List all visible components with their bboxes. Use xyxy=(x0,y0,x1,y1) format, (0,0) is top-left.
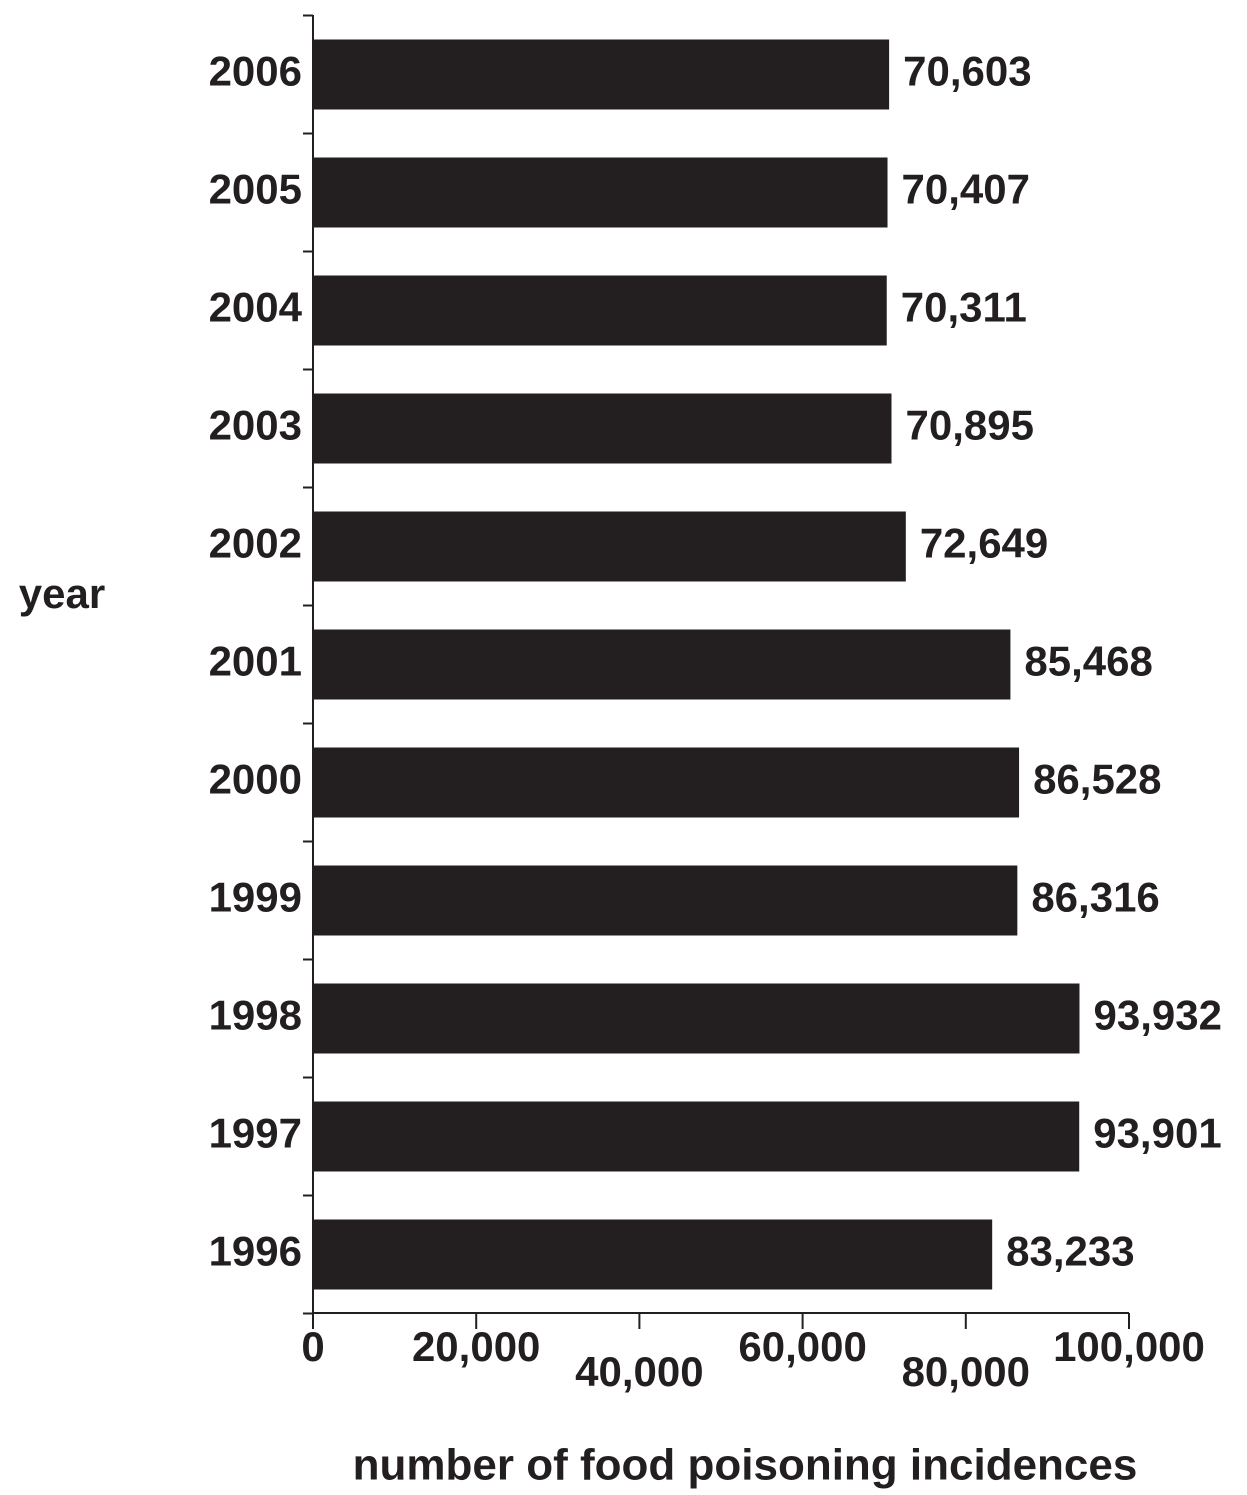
y-tick-label-1999: 1999 xyxy=(209,874,302,921)
x-tick-label: 40,000 xyxy=(575,1348,703,1395)
y-tick-label-1997: 1997 xyxy=(209,1110,302,1157)
x-tick-label: 100,000 xyxy=(1053,1323,1205,1370)
x-axis-title: number of food poisoning incidences xyxy=(353,1441,1138,1490)
y-tick-label-1998: 1998 xyxy=(209,992,302,1039)
y-tick-label-2001: 2001 xyxy=(209,638,302,685)
value-label-2003: 70,895 xyxy=(906,402,1034,449)
bar-1996 xyxy=(313,1219,993,1290)
bar-2003 xyxy=(313,393,892,464)
y-tick-label-2004: 2004 xyxy=(209,284,303,331)
x-tick-label: 80,000 xyxy=(902,1348,1030,1395)
bar-1998 xyxy=(313,983,1080,1054)
value-label-2005: 70,407 xyxy=(902,166,1030,213)
bar-1997 xyxy=(313,1101,1080,1172)
x-tick-label: 20,000 xyxy=(412,1323,540,1370)
x-tick-label: 60,000 xyxy=(738,1323,866,1370)
value-label-2000: 86,528 xyxy=(1033,756,1161,803)
bar-1999 xyxy=(313,865,1018,936)
y-tick-label-2003: 2003 xyxy=(209,402,302,449)
bar-2005 xyxy=(313,157,888,228)
y-tick-label-2006: 2006 xyxy=(209,48,302,95)
bar-2006 xyxy=(313,39,890,110)
value-label-2002: 72,649 xyxy=(920,520,1048,567)
y-tick-label-1996: 1996 xyxy=(209,1228,302,1275)
y-tick-label-2000: 2000 xyxy=(209,756,302,803)
value-label-1996: 83,233 xyxy=(1006,1228,1134,1275)
bar-2001 xyxy=(313,629,1011,700)
value-label-2001: 85,468 xyxy=(1024,638,1152,685)
bar-2002 xyxy=(313,511,906,582)
y-tick-label-2005: 2005 xyxy=(209,166,302,213)
y-axis-title: year xyxy=(19,570,105,617)
value-label-1997: 93,901 xyxy=(1093,1110,1221,1157)
x-tick-label: 0 xyxy=(301,1323,324,1370)
bar-2004 xyxy=(313,275,887,346)
value-label-2004: 70,311 xyxy=(901,284,1027,331)
bar-2000 xyxy=(313,747,1020,818)
y-tick-label-2002: 2002 xyxy=(209,520,302,567)
value-label-2006: 70,603 xyxy=(903,48,1031,95)
value-label-1999: 86,316 xyxy=(1031,874,1159,921)
value-label-1998: 93,932 xyxy=(1093,992,1221,1039)
